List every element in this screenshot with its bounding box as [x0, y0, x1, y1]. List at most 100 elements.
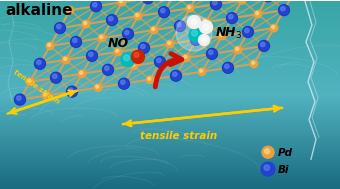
Circle shape — [46, 42, 54, 50]
Circle shape — [260, 42, 265, 47]
Circle shape — [174, 21, 186, 32]
Circle shape — [192, 36, 197, 41]
Circle shape — [120, 0, 123, 3]
Circle shape — [158, 7, 170, 18]
Circle shape — [141, 44, 145, 49]
Circle shape — [100, 36, 103, 39]
Circle shape — [134, 52, 139, 57]
Circle shape — [199, 35, 209, 45]
Circle shape — [66, 6, 74, 14]
Circle shape — [250, 60, 258, 68]
Circle shape — [44, 93, 47, 96]
Circle shape — [118, 0, 126, 6]
Text: NH$_3$: NH$_3$ — [215, 26, 242, 41]
Circle shape — [92, 2, 97, 7]
Circle shape — [264, 165, 270, 170]
Circle shape — [138, 43, 150, 53]
Circle shape — [98, 34, 106, 42]
Circle shape — [48, 43, 51, 46]
Circle shape — [202, 37, 206, 43]
Circle shape — [262, 146, 274, 158]
Circle shape — [218, 32, 226, 40]
Text: Pd: Pd — [278, 148, 293, 158]
Circle shape — [119, 78, 130, 89]
Circle shape — [142, 0, 153, 4]
Circle shape — [182, 54, 190, 62]
Circle shape — [130, 62, 138, 70]
Circle shape — [166, 40, 174, 48]
Circle shape — [209, 50, 213, 55]
Circle shape — [160, 9, 165, 13]
Text: tensile strain: tensile strain — [12, 69, 60, 105]
Circle shape — [191, 19, 197, 25]
Circle shape — [73, 38, 77, 43]
Circle shape — [203, 24, 209, 30]
Circle shape — [37, 60, 41, 64]
Circle shape — [173, 72, 177, 76]
Circle shape — [105, 66, 109, 70]
Circle shape — [202, 18, 210, 26]
Circle shape — [123, 55, 130, 61]
Text: NO: NO — [108, 37, 129, 50]
Circle shape — [272, 26, 275, 29]
Circle shape — [236, 47, 239, 50]
Circle shape — [80, 71, 83, 74]
Circle shape — [189, 28, 203, 42]
Circle shape — [238, 0, 246, 4]
Circle shape — [132, 63, 135, 66]
Circle shape — [132, 50, 144, 63]
Circle shape — [89, 52, 93, 57]
Circle shape — [157, 58, 161, 63]
Circle shape — [106, 15, 118, 26]
Circle shape — [200, 21, 212, 33]
Circle shape — [148, 77, 151, 80]
Circle shape — [278, 5, 289, 16]
Circle shape — [186, 4, 194, 12]
Circle shape — [212, 1, 217, 5]
Circle shape — [191, 30, 198, 36]
Circle shape — [254, 10, 262, 18]
Circle shape — [220, 33, 223, 36]
Circle shape — [242, 27, 254, 37]
Circle shape — [188, 6, 191, 9]
Circle shape — [262, 0, 273, 2]
Circle shape — [64, 57, 67, 60]
Circle shape — [15, 94, 26, 105]
Circle shape — [200, 69, 203, 72]
Circle shape — [252, 61, 255, 64]
Circle shape — [222, 62, 234, 73]
Text: tensile strain: tensile strain — [140, 131, 217, 141]
Circle shape — [204, 20, 207, 23]
Circle shape — [176, 22, 181, 27]
Circle shape — [270, 24, 278, 32]
Circle shape — [96, 85, 99, 88]
Circle shape — [190, 35, 202, 45]
Circle shape — [152, 28, 155, 31]
Circle shape — [42, 92, 50, 99]
Circle shape — [94, 84, 102, 91]
Circle shape — [90, 1, 102, 12]
Circle shape — [56, 24, 61, 29]
Circle shape — [53, 74, 57, 78]
Circle shape — [187, 16, 201, 29]
Circle shape — [176, 15, 212, 51]
Circle shape — [198, 68, 206, 76]
Circle shape — [67, 86, 78, 97]
Circle shape — [34, 58, 46, 69]
Circle shape — [184, 55, 187, 58]
Circle shape — [121, 80, 125, 84]
Circle shape — [168, 41, 171, 44]
Circle shape — [69, 88, 73, 92]
Circle shape — [234, 46, 242, 54]
Text: Bi: Bi — [278, 165, 289, 175]
Circle shape — [82, 20, 90, 28]
Circle shape — [68, 8, 71, 11]
Circle shape — [62, 56, 70, 64]
Circle shape — [78, 70, 86, 77]
Circle shape — [150, 26, 158, 34]
Circle shape — [17, 96, 21, 100]
Circle shape — [70, 36, 82, 47]
Circle shape — [134, 12, 142, 20]
Circle shape — [26, 78, 34, 85]
Circle shape — [244, 28, 249, 33]
